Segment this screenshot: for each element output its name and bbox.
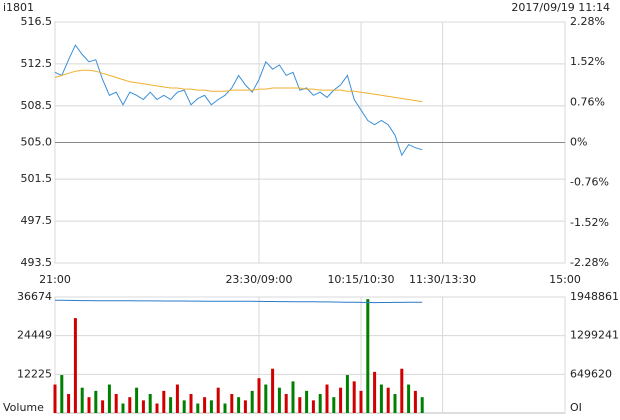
volume-bar — [352, 381, 356, 413]
volume-bar — [53, 384, 57, 413]
volume-bar — [407, 384, 411, 413]
volume-bar — [264, 384, 268, 413]
volume-bar — [325, 384, 329, 413]
volume-bar — [393, 394, 397, 413]
y2-tick-label: 2.28% — [570, 15, 605, 28]
volume-bar — [250, 390, 254, 413]
y2-tick-label: 649620 — [570, 367, 612, 380]
volume-bar — [162, 390, 166, 413]
volume-bar — [230, 394, 234, 413]
series-line — [54, 299, 423, 304]
y-tick-label: 493.5 — [21, 256, 53, 269]
y2-tick-label: -1.52% — [570, 216, 609, 229]
x-tick-label: 23:30/09:00 — [225, 273, 292, 286]
volume-bar — [135, 387, 139, 413]
volume-bar — [182, 400, 186, 413]
volume-bar — [373, 371, 377, 413]
volume-bar — [94, 390, 98, 413]
volume-bar — [141, 400, 145, 413]
volume-bar — [237, 397, 241, 413]
volume-bar — [420, 397, 424, 413]
x-tick-label: 11:30/13:30 — [409, 273, 476, 286]
volume-bar — [318, 394, 322, 413]
volume-bar — [332, 397, 336, 413]
timestamp: 2017/09/19 11:14 — [511, 1, 610, 14]
volume-bar — [366, 299, 370, 413]
volume-bar — [243, 400, 247, 413]
volume-bar — [114, 394, 118, 413]
y2-axis-label: OI — [570, 401, 582, 414]
volume-bar — [271, 368, 275, 413]
y-tick-label: 36674 — [17, 290, 52, 303]
y-tick-label: 505.0 — [21, 136, 53, 149]
volume-bar — [67, 394, 71, 413]
series-line — [54, 44, 423, 157]
volume-bar — [121, 403, 125, 413]
volume-bar — [359, 390, 363, 413]
volume-bar — [128, 397, 132, 413]
volume-bar — [203, 397, 207, 413]
volume-bar — [298, 397, 302, 413]
volume-bar — [87, 397, 91, 413]
volume-bar — [386, 387, 390, 413]
y-tick-label: 12225 — [17, 367, 52, 380]
volume-bar — [305, 390, 309, 413]
volume-bar — [73, 318, 77, 413]
x-tick-label: 15:00 — [549, 273, 581, 286]
y2-tick-label: 0.76% — [570, 95, 605, 108]
volume-bar — [216, 387, 220, 413]
volume-bar — [345, 375, 349, 413]
y-tick-label: 24449 — [17, 329, 52, 342]
volume-bar — [284, 394, 288, 413]
volume-bar — [175, 384, 179, 413]
volume-bar — [223, 403, 227, 413]
y2-tick-label: 1299241 — [570, 329, 619, 342]
volume-bar — [169, 397, 173, 413]
y2-tick-label: 1.52% — [570, 55, 605, 68]
volume-bar — [155, 403, 159, 413]
volume-bar — [80, 387, 84, 413]
y-tick-label: 508.5 — [21, 99, 53, 112]
volume-bar — [339, 387, 343, 413]
y2-tick-label: 1948861 — [570, 290, 619, 303]
volume-bar — [311, 400, 315, 413]
y-tick-label: 497.5 — [21, 214, 53, 227]
volume-bar — [196, 403, 200, 413]
symbol-title: i1801 — [3, 1, 34, 14]
volume-bar — [291, 381, 295, 413]
volume-bar — [107, 384, 111, 413]
y-tick-label: 512.5 — [21, 57, 53, 70]
y2-tick-label: -2.28% — [570, 256, 609, 269]
y-tick-label: 501.5 — [21, 172, 53, 185]
volume-bar — [148, 394, 152, 413]
volume-bar — [60, 375, 64, 413]
volume-frame — [54, 296, 566, 414]
volume-bar — [379, 384, 383, 413]
x-tick-label: 10:15/10:30 — [327, 273, 394, 286]
x-tick-label: 21:00 — [39, 273, 71, 286]
volume-bar — [189, 394, 193, 413]
volume-bar — [101, 400, 105, 413]
y-tick-label: 516.5 — [21, 15, 53, 28]
volume-bar — [413, 390, 417, 413]
volume-bar — [209, 400, 213, 413]
volume-bar — [257, 378, 261, 413]
volume-bar — [400, 368, 404, 413]
y2-tick-label: 0% — [570, 136, 587, 149]
volume-bar — [277, 387, 281, 413]
y2-tick-label: -0.76% — [570, 176, 609, 189]
series-line — [54, 69, 423, 103]
y-axis-label: Volume — [3, 401, 44, 414]
